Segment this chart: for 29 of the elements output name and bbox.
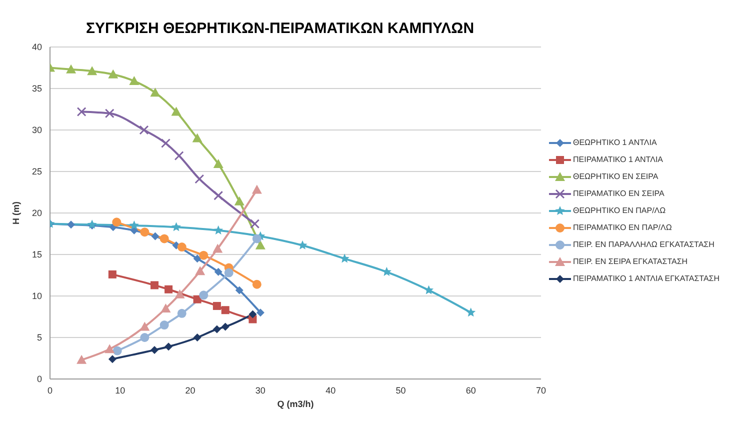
legend-label: ΠΕΙΡ. ΕΝ ΣΕΙΡΑ ΕΓΚΑΤΑΣΤΑΣΗ (573, 257, 688, 266)
legend-label: ΠΕΙΡΑΜΑΤΙΚΟ ΕΝ ΣΕΙΡΑ (573, 189, 664, 198)
x-tick-label: 40 (326, 385, 336, 396)
y-tick-label: 0 (36, 374, 42, 384)
x-tick-label: 30 (255, 385, 266, 396)
y-tick-label: 35 (32, 84, 42, 94)
x-tick-label: 70 (536, 385, 546, 396)
y-tick-label: 30 (32, 125, 42, 136)
y-axis-title: H (m) (11, 202, 22, 224)
y-tick-label: 10 (32, 291, 42, 302)
legend-label: ΘΕΩΡΗΤΙΚΟ 1 ΑΝΤΛΙΑ (573, 138, 657, 147)
x-tick-label: 20 (185, 385, 196, 396)
x-tick-label: 0 (47, 385, 53, 396)
x-axis-title: Q (m3/h) (277, 399, 314, 409)
y-tick-label: 25 (32, 166, 42, 177)
legend-label: ΠΕΙΡΑΜΑΤΙΚΟ 1 ΑΝΤΛΙΑ (573, 155, 664, 164)
legend-label: ΠΕΙΡΑΜΑΤΙΚΟ ΕΝ ΠΑΡ/ΛΩ (573, 223, 672, 232)
legend-label: ΘΕΩΡΗΤΙΚΟ ΕΝ ΠΑΡ/ΛΩ (573, 206, 666, 215)
legend-label: ΘΕΩΡΗΤΙΚΟ ΕΝ ΣΕΙΡΑ (573, 172, 658, 181)
y-tick-label: 15 (32, 250, 42, 260)
x-tick-label: 10 (115, 385, 126, 396)
x-tick-label: 50 (396, 385, 406, 396)
x-tick-label: 60 (466, 385, 476, 396)
y-tick-label: 20 (32, 208, 42, 218)
y-tick-label: 5 (36, 332, 42, 343)
chart-title: ΣΥΓΚΡΙΣΗ ΘΕΩΡΗΤΙΚΩΝ-ΠΕΙΡΑΜΑΤΙΚΩΝ ΚΑΜΠΥΛΩΝ (84, 20, 476, 37)
legend-label: ΠΕΙΡ. ΕΝ ΠΑΡΑΛΛΗΛΩ ΕΓΚΑΤΑΣΤΑΣΗ (573, 240, 714, 249)
legend-label: ΠΕΙΡΑΜΑΤΙΚΟ 1 ΑΝΤΛΙΑ ΕΓΚΑΤΑΣΤΑΣΗ (573, 274, 720, 283)
y-tick-label: 40 (32, 42, 42, 52)
